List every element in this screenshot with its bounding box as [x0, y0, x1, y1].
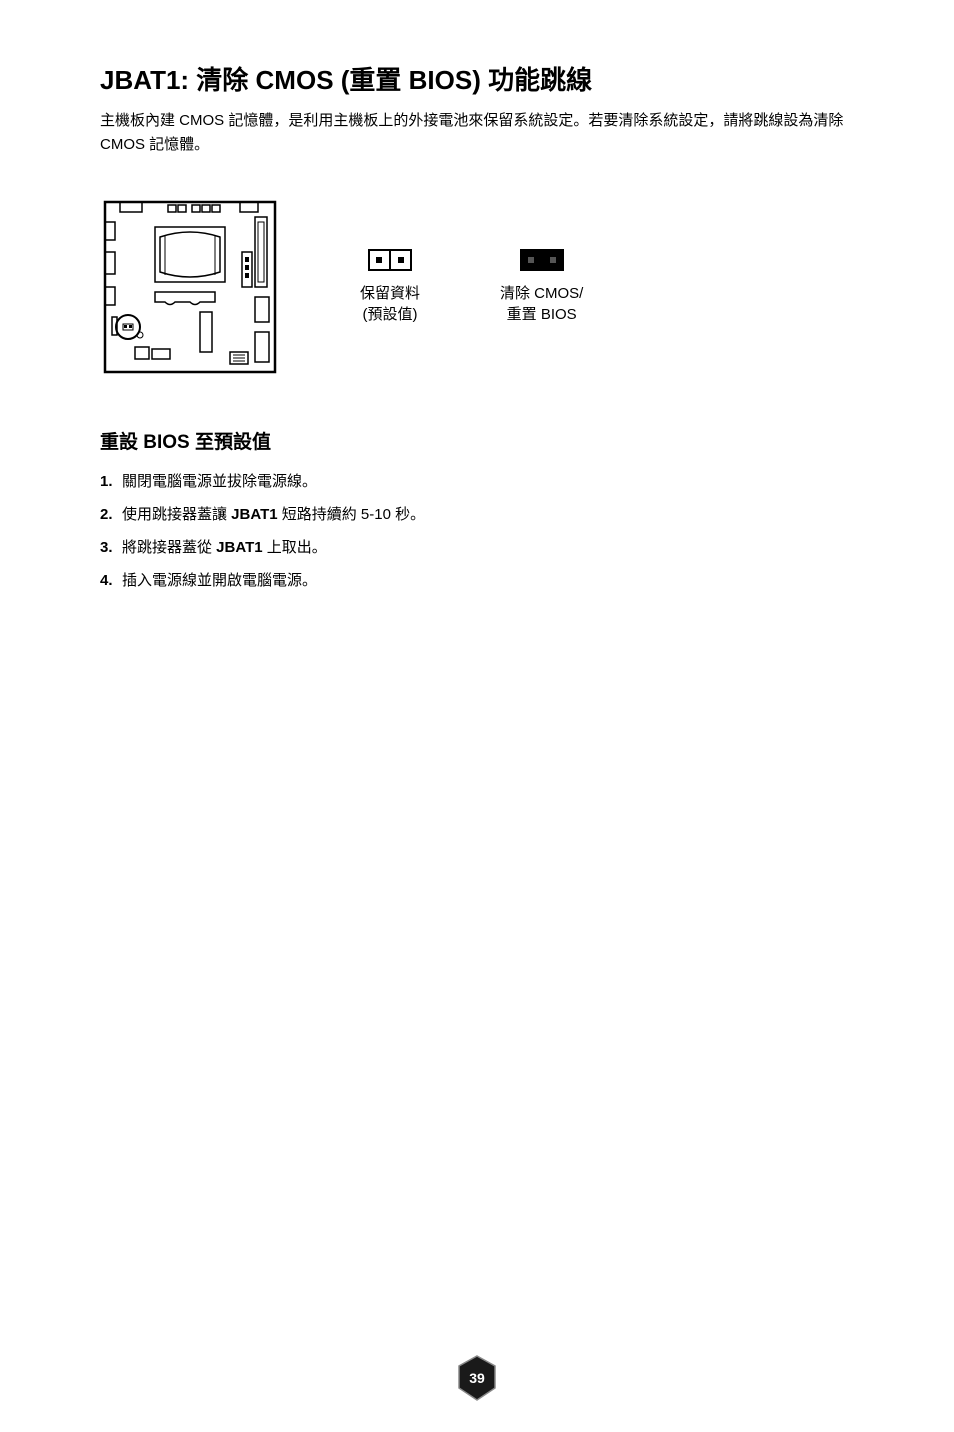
step-text: 使用跳接器蓋讓 JBAT1 短路持續約 5-10 秒。 — [122, 501, 425, 528]
description-text: 主機板內建 CMOS 記憶體，是利用主機板上的外接電池來保留系統設定。若要清除系… — [100, 109, 854, 157]
step-number: 1. — [100, 468, 122, 495]
diagram-row: 保留資料 (預設值) 清除 CMOS/ 重置 BIOS — [100, 197, 854, 377]
jumper-open-option: 保留資料 (預設值) — [360, 249, 420, 325]
step-item: 1. 關閉電腦電源並拔除電源線。 — [100, 468, 854, 495]
step-number: 2. — [100, 501, 122, 528]
page-title: JBAT1: 清除 CMOS (重置 BIOS) 功能跳線 — [100, 60, 854, 97]
step-number: 4. — [100, 567, 122, 594]
step-item: 3. 將跳接器蓋從 JBAT1 上取出。 — [100, 534, 854, 561]
step-number: 3. — [100, 534, 122, 561]
jumper-closed-option: 清除 CMOS/ 重置 BIOS — [500, 249, 583, 325]
step-text: 將跳接器蓋從 JBAT1 上取出。 — [122, 534, 327, 561]
steps-list: 1. 關閉電腦電源並拔除電源線。 2. 使用跳接器蓋讓 JBAT1 短路持續約 … — [100, 468, 854, 594]
page-number: 39 — [469, 1370, 485, 1386]
page-number-badge: 39 — [455, 1354, 499, 1402]
jumper-closed-label: 清除 CMOS/ 重置 BIOS — [500, 283, 583, 325]
motherboard-diagram — [100, 197, 280, 377]
subtitle: 重設 BIOS 至預設值 — [100, 427, 854, 454]
step-item: 4. 插入電源線並開啟電腦電源。 — [100, 567, 854, 594]
step-text: 關閉電腦電源並拔除電源線。 — [122, 468, 317, 495]
jumper-open-label: 保留資料 (預設值) — [360, 283, 420, 325]
jumper-closed-icon — [520, 249, 564, 271]
step-text: 插入電源線並開啟電腦電源。 — [122, 567, 317, 594]
jumper-open-icon — [368, 249, 412, 271]
step-item: 2. 使用跳接器蓋讓 JBAT1 短路持續約 5-10 秒。 — [100, 501, 854, 528]
